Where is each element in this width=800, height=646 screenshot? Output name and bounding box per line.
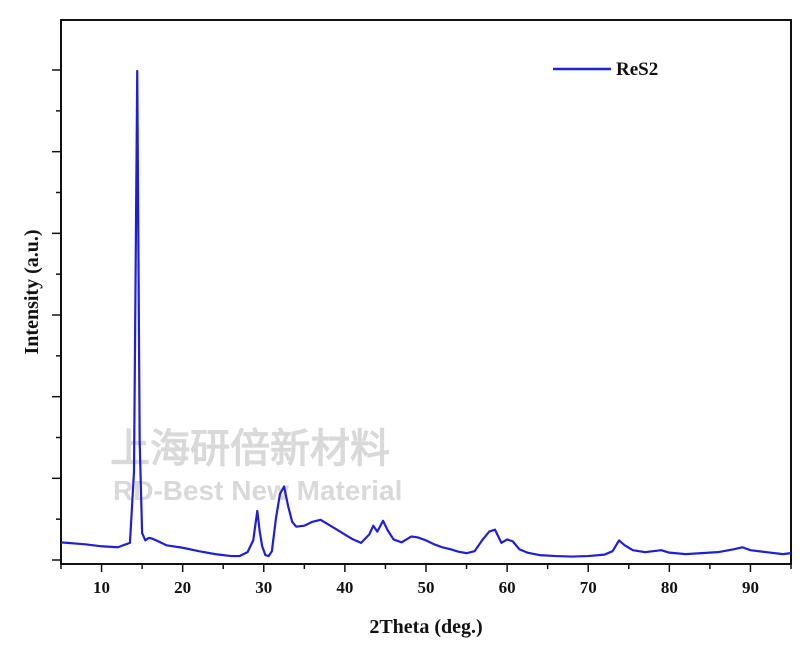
x-tick-label: 10 (93, 578, 110, 597)
x-tick-label: 20 (174, 578, 191, 597)
x-axis-title: 2Theta (deg.) (369, 616, 482, 638)
x-tick-label: 50 (418, 578, 435, 597)
y-axis (52, 69, 61, 561)
watermark-chinese: 上海研倍新材料 (110, 426, 390, 472)
x-tick-label: 60 (499, 578, 516, 597)
x-tick-label: 90 (742, 578, 759, 597)
series-line-res2 (60, 69, 792, 558)
x-tick-label: 30 (255, 578, 272, 597)
watermark-english: RD-Best New Material (113, 475, 402, 506)
x-tick-label: 40 (336, 578, 353, 597)
x-tick-label: 70 (580, 578, 597, 597)
legend-label-res2: ReS2 (616, 59, 658, 80)
y-axis-title: Intensity (a.u.) (21, 229, 43, 354)
x-axis: 10 20 30 40 50 60 70 80 90 (60, 564, 792, 597)
legend: ReS2 (553, 59, 658, 80)
x-tick-label: 80 (661, 578, 678, 597)
